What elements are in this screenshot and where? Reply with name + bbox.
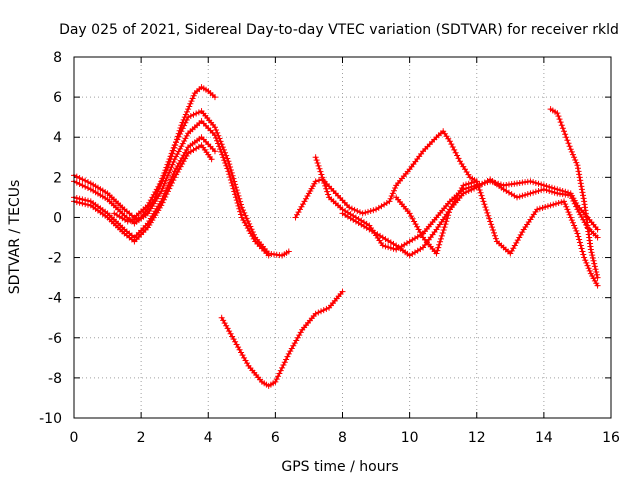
x-tick-label: 2 bbox=[137, 430, 146, 446]
y-tick-label: -6 bbox=[48, 331, 62, 347]
chart-title: Day 025 of 2021, Sidereal Day-to-day VTE… bbox=[59, 22, 619, 38]
y-tick-label: 0 bbox=[53, 210, 62, 226]
data-series bbox=[71, 84, 601, 389]
x-tick-label: 0 bbox=[70, 430, 79, 446]
x-tick-label: 10 bbox=[401, 430, 419, 446]
series-arc-d bbox=[72, 144, 213, 243]
markers-arc-i bbox=[339, 176, 601, 259]
y-tick-label: -2 bbox=[48, 251, 62, 267]
plot-frame bbox=[73, 56, 612, 419]
y-axis-ticks: 8 6 4 2 0 -2 -4 -6 -8 -10 bbox=[39, 50, 611, 427]
y-tick-label: 2 bbox=[53, 170, 62, 186]
series-arc-j bbox=[395, 180, 599, 287]
y-tick-label: 6 bbox=[53, 90, 62, 106]
grid-lines bbox=[74, 57, 611, 418]
y-tick-label: 8 bbox=[53, 50, 62, 66]
markers-arc-f bbox=[218, 288, 346, 389]
x-tick-label: 6 bbox=[271, 430, 280, 446]
y-tick-label: -4 bbox=[48, 291, 62, 307]
y-tick-label: -8 bbox=[48, 371, 62, 387]
x-tick-label: 8 bbox=[338, 430, 347, 446]
markers-arc-k bbox=[547, 106, 601, 281]
x-axis-label: GPS time / hours bbox=[281, 459, 398, 475]
markers-arc-j bbox=[393, 178, 601, 289]
x-tick-label: 16 bbox=[602, 430, 620, 446]
markers-arc-g bbox=[292, 128, 480, 221]
x-axis-ticks: 0 2 4 6 8 10 12 14 16 bbox=[70, 57, 620, 446]
series-arc-f bbox=[220, 290, 344, 388]
x-tick-label: 12 bbox=[468, 430, 486, 446]
markers-arc-e bbox=[111, 84, 218, 225]
x-tick-label: 4 bbox=[204, 430, 213, 446]
series-arc-e bbox=[113, 85, 217, 223]
x-tick-label: 14 bbox=[535, 430, 553, 446]
y-axis-label: SDTVAR / TECUs bbox=[7, 180, 23, 295]
y-tick-label: 4 bbox=[53, 130, 62, 146]
y-tick-label: -10 bbox=[39, 411, 62, 427]
